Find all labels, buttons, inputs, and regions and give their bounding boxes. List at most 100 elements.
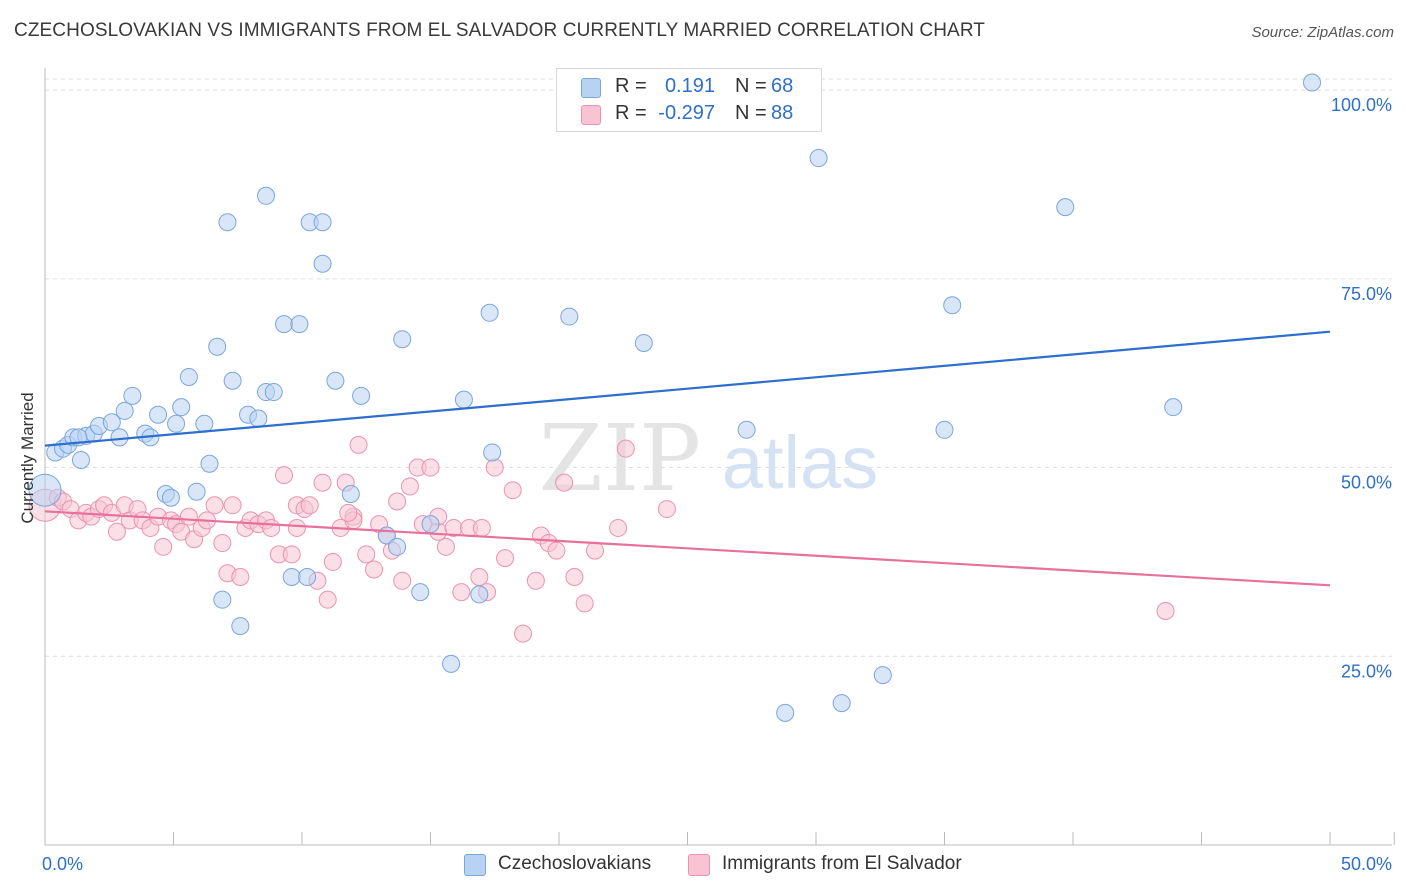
el-salvador-point: [585, 541, 604, 560]
el-salvador-point: [300, 496, 319, 515]
czechoslovakian-point: [873, 666, 892, 685]
czechoslovakian-point: [208, 337, 227, 356]
el-salvador-point: [364, 560, 383, 579]
watermark-zip: ZIP: [539, 405, 701, 512]
czechoslovakian-point: [388, 537, 407, 556]
czechoslovakian-point: [264, 383, 283, 402]
czechoslovakian-point: [560, 307, 579, 326]
trend-line-el-salvador: [44, 510, 1331, 587]
czechoslovakian-point: [352, 386, 371, 405]
czechoslovakian-point: [776, 703, 795, 722]
czechoslovakian-point: [161, 488, 180, 507]
el-salvador-point: [547, 541, 566, 560]
legend-swatch-pink: [581, 105, 601, 125]
el-salvador-point: [388, 492, 407, 511]
czechoslovakian-point: [249, 409, 268, 428]
czechoslovakian-point: [341, 484, 360, 503]
czechoslovakian-point: [223, 371, 242, 390]
trend-lines: [44, 330, 1331, 587]
el-salvador-point: [436, 537, 455, 556]
czechoslovakian-point: [172, 398, 191, 417]
legend-r-label: R =: [615, 75, 647, 97]
el-salvador-point: [503, 481, 522, 500]
trend-line-czechoslovakians: [44, 330, 1331, 447]
czechoslovakian-point: [1056, 198, 1075, 217]
el-salvador-point: [514, 624, 533, 643]
el-salvador-point: [616, 439, 635, 458]
el-salvador-point: [357, 545, 376, 564]
czechoslovakian-point: [483, 443, 502, 462]
czechoslovakian-point: [1303, 73, 1322, 92]
legend-r-label: R =: [615, 102, 647, 124]
czechoslovakian-point: [257, 186, 276, 205]
czechoslovakian-point: [298, 568, 317, 587]
el-salvador-point: [400, 477, 419, 496]
grid-lines: [45, 78, 1392, 657]
el-salvador-point: [609, 518, 628, 537]
czechoslovakian-point: [442, 654, 461, 673]
el-salvador-point: [275, 466, 294, 485]
czechoslovakian-point: [634, 333, 653, 352]
legend-label: Czechoslovakians: [498, 853, 652, 874]
el-salvador-point: [470, 568, 489, 587]
czechoslovakian-point: [809, 149, 828, 168]
points-immigrants-el-salvador: [28, 435, 1175, 643]
czechoslovakian-point: [71, 451, 90, 469]
el-salvador-point: [231, 568, 250, 587]
czechoslovakian-point: [737, 420, 756, 439]
czechoslovakian-point: [480, 303, 499, 322]
el-salvador-point: [339, 503, 358, 522]
czechoslovakian-point: [935, 420, 954, 439]
czechoslovakian-point: [282, 568, 301, 587]
czechoslovakian-point: [115, 401, 134, 420]
czechoslovakian-point: [167, 414, 186, 433]
el-salvador-point: [452, 583, 471, 602]
y-tick-label: 25.0%: [1341, 661, 1392, 681]
czechoslovakian-point: [179, 367, 198, 386]
el-salvador-point: [472, 518, 491, 537]
el-salvador-point: [526, 571, 545, 590]
czechoslovakian-point: [102, 413, 121, 432]
el-salvador-point: [323, 552, 342, 571]
czechoslovakian-point: [943, 296, 962, 315]
el-salvador-point: [287, 518, 306, 537]
czechoslovakian-point: [313, 254, 332, 273]
czechoslovakian-point: [313, 213, 332, 232]
czechoslovakian-point: [326, 371, 345, 390]
el-salvador-point: [282, 545, 301, 564]
y-tick-label: 50.0%: [1341, 473, 1392, 493]
el-salvador-point: [657, 500, 676, 519]
czechoslovakian-point: [123, 386, 142, 405]
czechoslovakian-point: [218, 213, 237, 232]
legend-swatch-blue: [581, 78, 601, 98]
el-salvador-point: [154, 537, 173, 556]
tick-labels: 25.0% 50.0% 75.0% 100.0% 0.0% 50.0%: [42, 95, 1392, 874]
el-salvador-point: [393, 571, 412, 590]
el-salvador-point: [496, 549, 515, 568]
source-label: Source: ZipAtlas.com: [1251, 24, 1394, 41]
czechoslovakian-point: [421, 515, 440, 534]
legend-n-value: 68: [771, 75, 794, 97]
czechoslovakian-point: [231, 617, 250, 636]
czechoslovakian-point: [411, 583, 430, 602]
czechoslovakian-point: [149, 405, 168, 424]
points-czechoslovakians: [28, 69, 1322, 722]
czechoslovakian-point: [200, 454, 219, 473]
el-salvador-point: [1156, 601, 1175, 620]
el-salvador-point: [223, 496, 242, 515]
watermark: ZIP atlas: [539, 405, 878, 512]
el-salvador-point: [575, 594, 594, 613]
czechoslovakian-point: [213, 590, 232, 609]
el-salvador-point: [313, 473, 332, 492]
czechoslovakian-point: [393, 330, 412, 349]
el-salvador-point: [485, 458, 504, 477]
czechoslovakian-point: [1164, 398, 1183, 417]
czechoslovakian-point: [187, 482, 206, 501]
czechoslovakian-point: [28, 473, 62, 507]
chart-title: CZECHOSLOVAKIAN VS IMMIGRANTS FROM EL SA…: [14, 20, 986, 41]
x-tick-label-left: 0.0%: [42, 854, 83, 874]
el-salvador-point: [555, 473, 574, 492]
czechoslovakian-point: [110, 428, 129, 447]
czechoslovakian-point: [454, 390, 473, 409]
